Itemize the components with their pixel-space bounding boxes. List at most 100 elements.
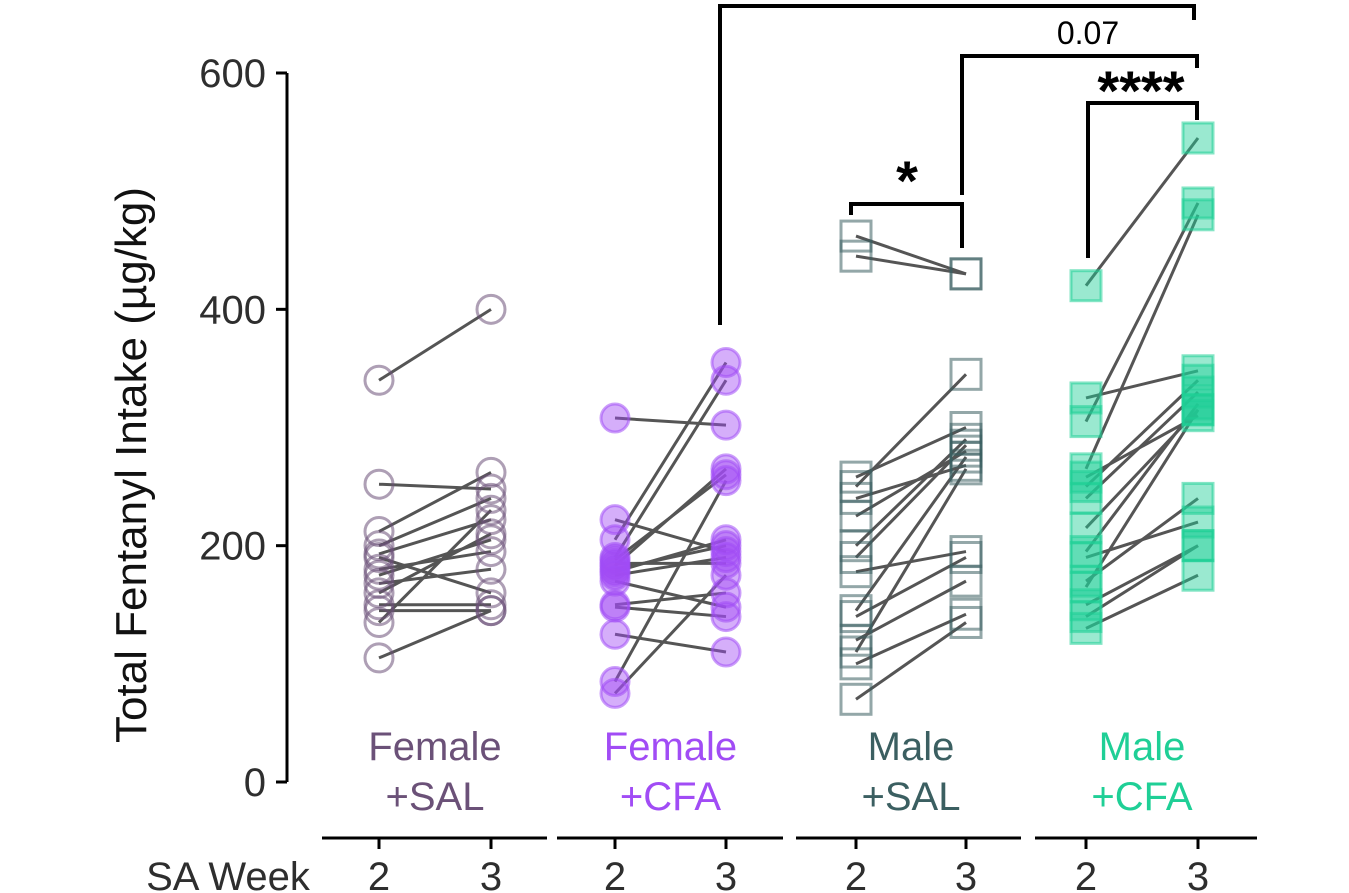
data-point: [710, 465, 742, 497]
pair-line: [1085, 544, 1199, 618]
data-point: [363, 541, 395, 573]
pair-line: [614, 579, 727, 609]
data-point: [949, 257, 983, 291]
data-point: [599, 677, 631, 709]
data-point: [710, 601, 742, 633]
data-point: [363, 559, 395, 591]
data-point: [710, 453, 742, 485]
pair-line: [1084, 214, 1200, 470]
data-point: [710, 409, 742, 441]
data-point: [949, 540, 983, 574]
pair-line: [855, 612, 967, 666]
data-point: [839, 219, 873, 253]
data-point: [1181, 198, 1215, 232]
pair-line: [855, 621, 967, 701]
data-point: [839, 647, 873, 681]
data-point: [475, 577, 507, 609]
sig-label-male-sal: *: [896, 149, 918, 212]
pair-line: [613, 479, 728, 683]
sig-bracket-male-sal: [849, 202, 964, 248]
pair-line: [854, 438, 968, 547]
pair-line: [1085, 544, 1199, 607]
data-point: [710, 636, 742, 668]
x-tick-label: 2: [1075, 855, 1097, 893]
data-point: [475, 482, 507, 514]
x-tick-label: 3: [715, 855, 737, 893]
pair-line: [613, 574, 728, 695]
pair-line: [1084, 390, 1200, 500]
group-male-cfa: Male +CFA 2 3: [1035, 121, 1257, 893]
data-point: [839, 555, 873, 589]
pair-line: [1085, 497, 1199, 583]
data-point: [1181, 558, 1215, 592]
pair-line: [855, 556, 967, 618]
data-point: [839, 682, 873, 716]
data-point: [475, 456, 507, 488]
data-point: [599, 565, 631, 597]
data-point: [1181, 121, 1215, 155]
data-point: [949, 357, 983, 391]
data-point: [475, 494, 507, 526]
data-point: [1069, 269, 1103, 303]
data-point: [475, 293, 507, 325]
pair-line: [1084, 408, 1200, 588]
y-tick-label: 600: [199, 52, 266, 96]
x-tick-label: 2: [604, 855, 626, 893]
x-axis-title: SA Week: [146, 855, 311, 893]
pair-line: [1085, 369, 1199, 400]
group-label-line2: +CFA: [620, 775, 721, 819]
pair-line: [613, 361, 728, 541]
pair-line: [378, 550, 492, 571]
data-point: [363, 595, 395, 627]
data-point: [1181, 481, 1215, 515]
data-point: [1181, 393, 1215, 427]
group-label-line1: Female: [368, 725, 501, 769]
x-tick-label: 2: [845, 855, 867, 893]
pair-line: [855, 234, 967, 276]
data-point: [599, 618, 631, 650]
data-point: [363, 364, 395, 396]
x-tick-label: 2: [368, 855, 390, 893]
x-tick-label: 3: [955, 855, 977, 893]
pair-line: [614, 467, 727, 567]
group-label-line1: Male: [868, 725, 955, 769]
data-point: [1069, 481, 1103, 515]
data-point: [363, 468, 395, 500]
pair-line: [855, 463, 967, 500]
group-label-line2: +SAL: [386, 775, 485, 819]
data-point: [710, 364, 742, 396]
pair-line: [378, 497, 492, 548]
data-point: [1181, 529, 1215, 563]
data-point: [475, 536, 507, 568]
sig-bracket-male-cfa: [1086, 101, 1199, 258]
data-point: [710, 559, 742, 591]
data-point: [363, 530, 395, 562]
data-point: [363, 642, 395, 674]
pair-line: [854, 456, 968, 612]
data-point: [949, 605, 983, 639]
data-point: [839, 600, 873, 634]
pair-line: [1084, 402, 1200, 553]
pair-line: [614, 556, 727, 577]
pair-line: [854, 373, 968, 488]
pair-line: [378, 471, 492, 533]
group-female-sal: Female +SAL 2 3: [322, 293, 547, 893]
pair-line: [854, 468, 968, 653]
y-tick-label: 400: [199, 288, 266, 332]
pair-line: [1084, 202, 1200, 423]
group-male-sal: Male +SAL 2 3: [796, 219, 1021, 893]
data-point: [949, 452, 983, 486]
pair-line: [1084, 379, 1200, 488]
data-point: [475, 518, 507, 550]
y-tick-label: 0: [244, 761, 266, 805]
x-tick-label: 3: [1187, 855, 1209, 893]
pair-line: [378, 532, 492, 595]
data-point: [1069, 405, 1103, 439]
data-point: [599, 591, 631, 623]
pair-line: [1085, 573, 1199, 630]
data-point: [599, 666, 631, 698]
data-point: [475, 553, 507, 585]
group-label-line1: Male: [1099, 725, 1186, 769]
group-label-line1: Female: [604, 725, 737, 769]
pair-line: [378, 308, 492, 382]
